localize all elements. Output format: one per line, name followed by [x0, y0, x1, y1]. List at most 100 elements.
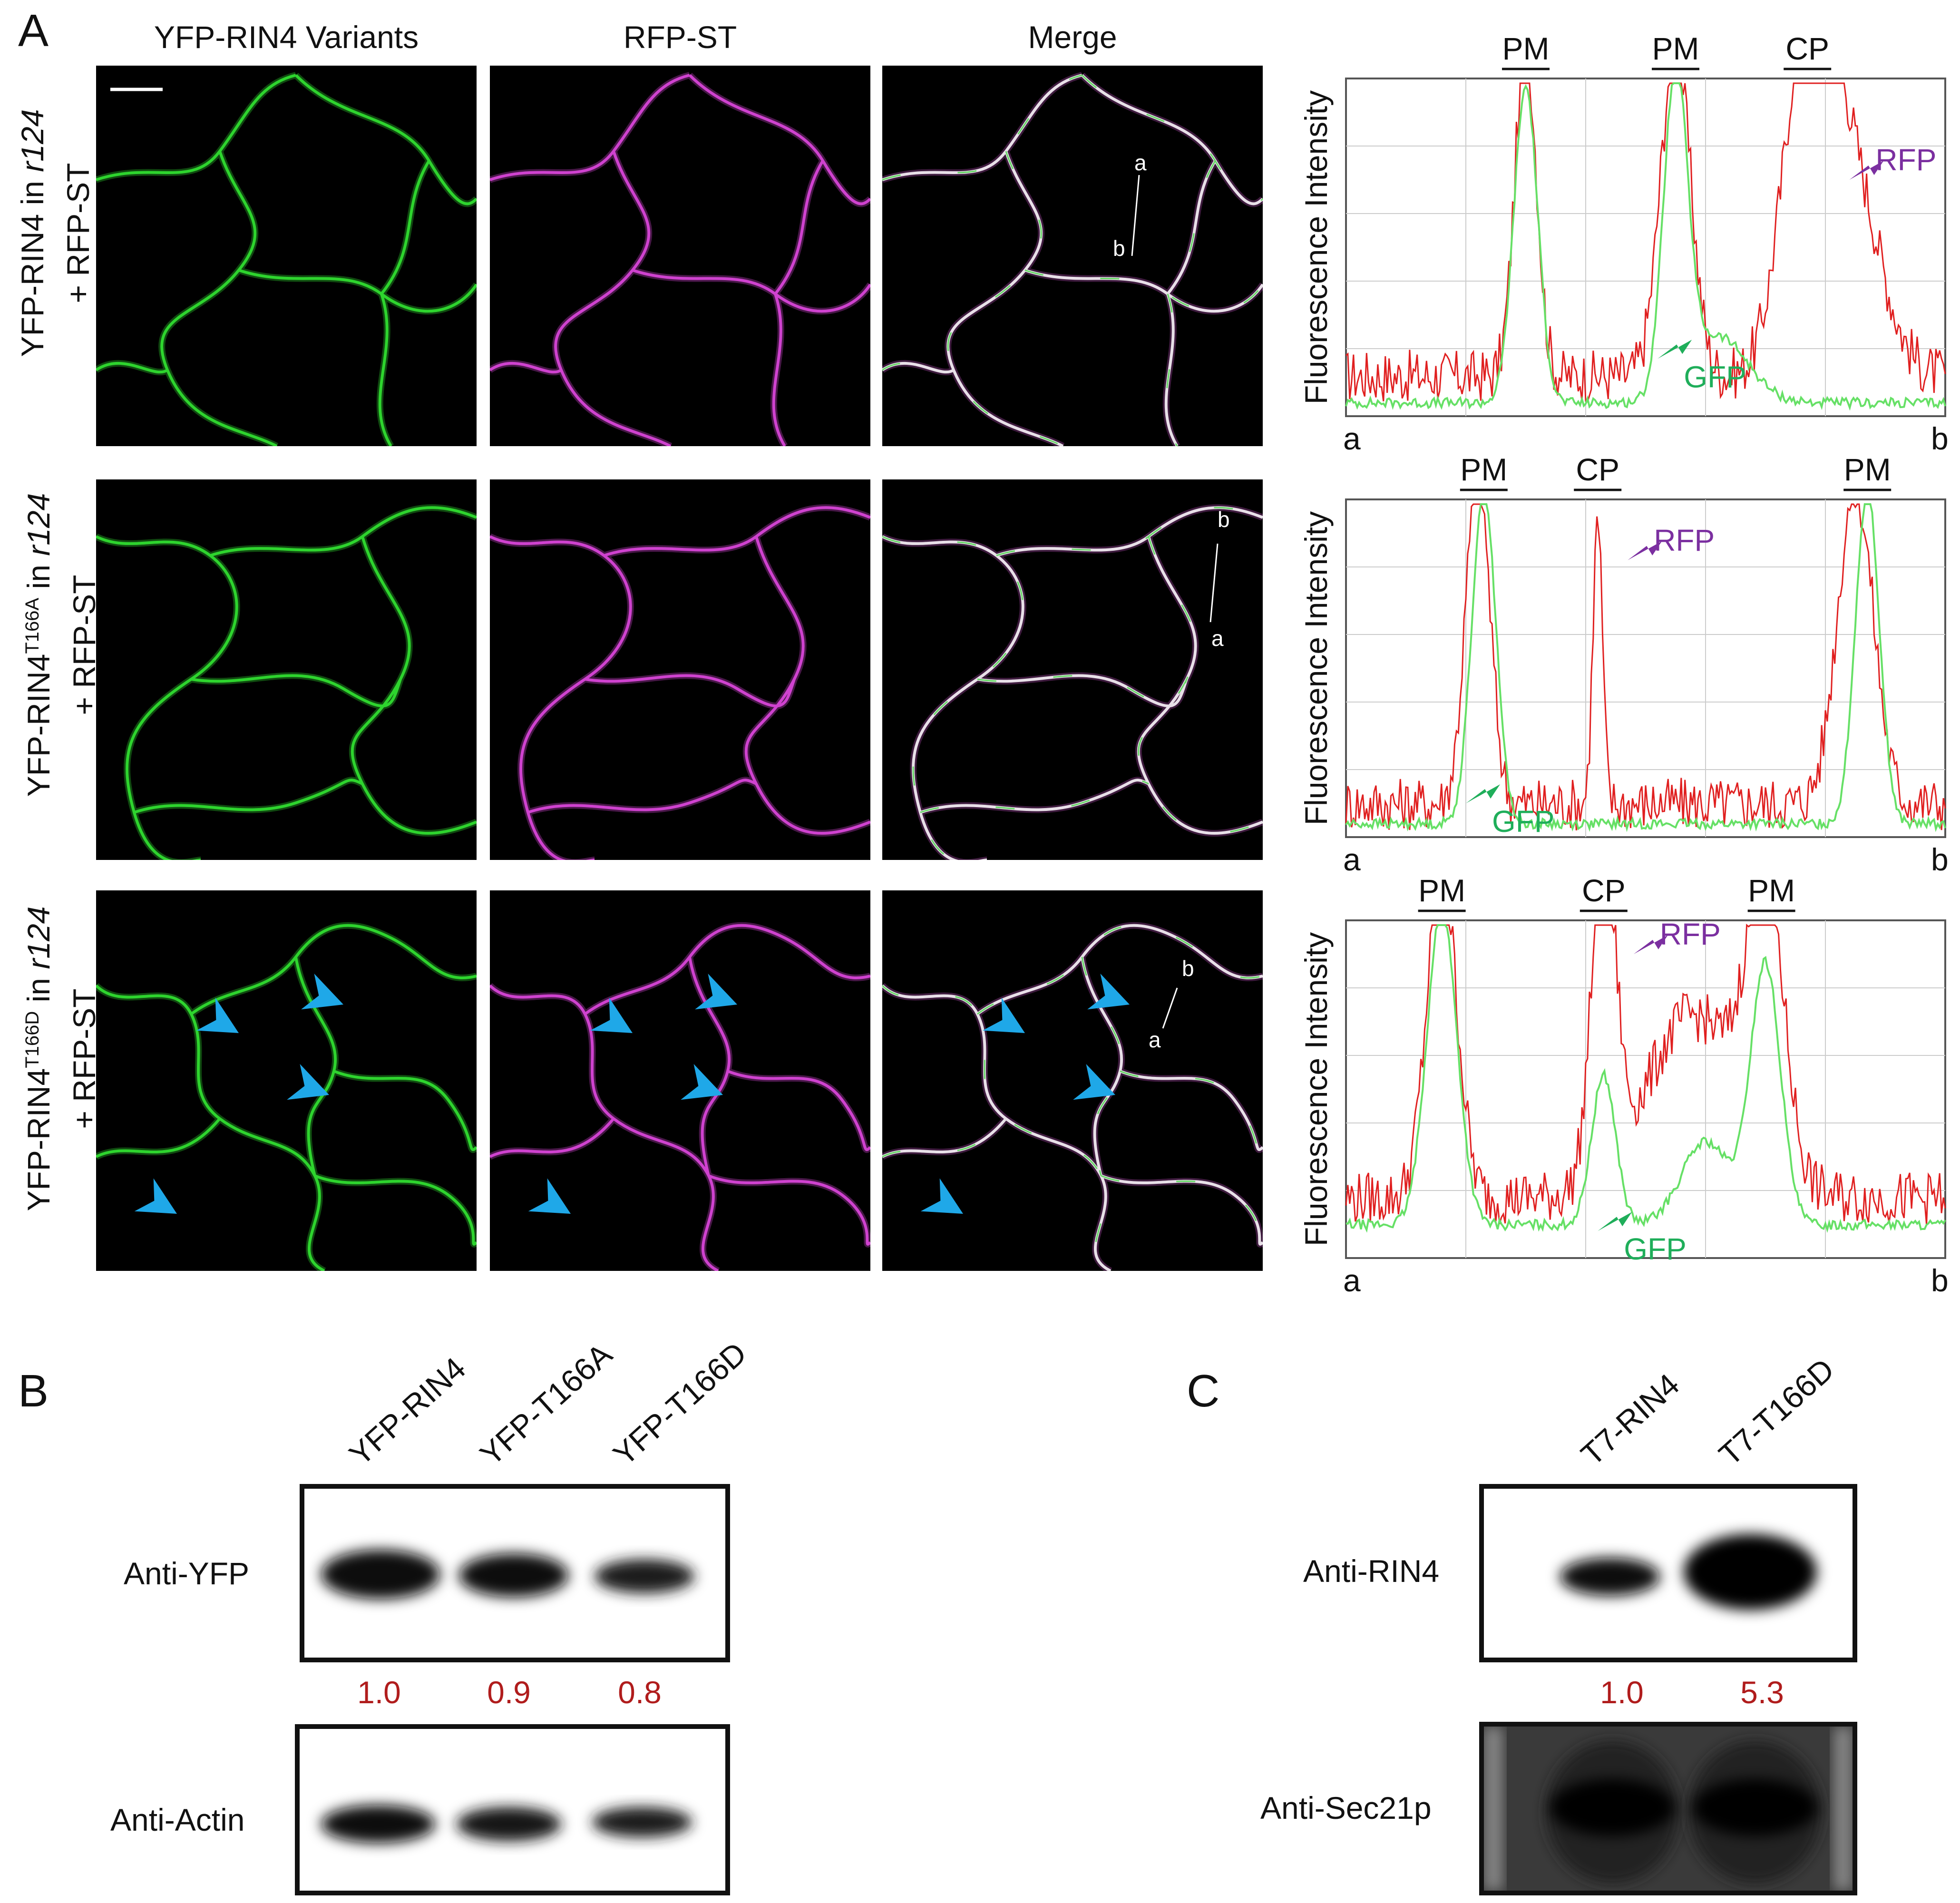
micrograph-row2-col1 — [96, 479, 477, 860]
lane-label-yfp-rin4: YFP-RIN4 — [342, 1350, 472, 1473]
arrow-label-gfp: GFP — [1624, 1232, 1687, 1266]
blot-b-top-label: Anti-YFP — [124, 1556, 250, 1591]
annotation-pm: PM — [1502, 31, 1550, 66]
lane-label-t7-rin4: T7-RIN4 — [1574, 1366, 1686, 1473]
cell-wall-outline — [96, 506, 477, 860]
blot-b-bottom-bands — [321, 1805, 692, 1843]
arrowhead-icon — [301, 974, 343, 1010]
cell-wall-outline — [490, 506, 870, 860]
arrowhead-icon — [590, 997, 633, 1033]
arrow-gfp-icon — [1466, 784, 1500, 803]
blot-c-top-bands — [1560, 1534, 1817, 1610]
column-header-merge: Merge — [1028, 20, 1117, 55]
cell-wall-outline — [490, 924, 870, 1271]
annotation-cp: CP — [1576, 452, 1619, 487]
band-c-rin4-lane2 — [1684, 1534, 1817, 1610]
band-c-sec21p-lane2 — [1693, 1779, 1817, 1836]
quant-c-2: 5.3 — [1740, 1675, 1784, 1710]
series-line-rfp — [1346, 82, 1946, 403]
row-label-2: YFP-RIN4T166A in r124 + RFP-ST — [21, 493, 102, 797]
micrograph-row3-col2 — [490, 890, 870, 1271]
band-c-rin4-lane1 — [1560, 1558, 1660, 1596]
micrograph-row1-col1 — [96, 66, 477, 446]
quant-c-1: 1.0 — [1600, 1675, 1644, 1710]
blot-c-top-label: Anti-RIN4 — [1303, 1553, 1440, 1589]
series-line-gfp — [1345, 82, 1946, 411]
linescan-end-a: a — [1134, 150, 1147, 175]
arrow-rfp-icon — [1628, 541, 1662, 560]
arrowhead-icon — [1073, 1064, 1115, 1100]
linescan-end-b: b — [1182, 956, 1194, 981]
x-end-label: b — [1931, 1263, 1949, 1298]
blot-c-bottom — [1479, 1722, 1857, 1895]
y-axis-label: Fluorescence Intensity — [1298, 90, 1334, 404]
arrow-label-rfp: RFP — [1875, 143, 1936, 177]
linescan-line — [1131, 175, 1140, 256]
arrowhead-icon — [695, 974, 737, 1010]
arrow-rfp-icon — [1849, 161, 1884, 180]
annotation-pm: PM — [1652, 31, 1699, 66]
arrowhead-icon — [1087, 974, 1130, 1010]
series-line-gfp — [1346, 924, 1946, 1233]
series-line-gfp — [1345, 503, 1946, 832]
blot-c-top — [1479, 1484, 1857, 1662]
plot-frame — [1345, 78, 1946, 417]
band-b-actin-lane3 — [592, 1807, 692, 1837]
arrow-label-gfp: GFP — [1492, 804, 1555, 839]
band-b-actin-lane1 — [321, 1805, 435, 1843]
arrow-label-gfp: GFP — [1684, 360, 1746, 394]
linescan-chart-2: PM CP PM RFP GFP a b Fluorescence Intensity — [1260, 433, 1960, 894]
linescan-chart-1: PM PM CP RFP GFP a b Fluorescence Intensity — [1260, 12, 1960, 473]
arrowhead-icon — [528, 1178, 571, 1214]
band-b-yfp-lane3 — [595, 1559, 694, 1593]
x-start-label: a — [1343, 421, 1361, 456]
band-b-yfp-lane1 — [321, 1550, 440, 1599]
cell-wall-outline — [882, 506, 1263, 860]
band-b-yfp-lane2 — [459, 1553, 568, 1597]
panel-label-c: C — [1187, 1366, 1220, 1416]
row-label-3: YFP-RIN4T166D in r124 + RFP-ST — [21, 906, 102, 1211]
blot-b-bottom-label: Anti-Actin — [110, 1802, 245, 1837]
lane-label-t7-t166d: T7-T166D — [1712, 1351, 1841, 1473]
annotation-pm: PM — [1748, 873, 1795, 908]
band-b-actin-lane2 — [457, 1807, 561, 1841]
plot-frame — [1345, 919, 1946, 1259]
x-start-label: a — [1343, 842, 1361, 877]
lane-label-yfp-t166d: YFP-T166D — [606, 1335, 753, 1473]
arrowhead-icon — [681, 1064, 723, 1100]
quant-b-1: 1.0 — [357, 1675, 401, 1710]
linescan-end-b: b — [1113, 236, 1125, 261]
column-header-yfp: YFP-RIN4 Variants — [154, 20, 419, 55]
linescan-end-a: a — [1211, 626, 1224, 651]
blot-b-top — [300, 1484, 730, 1662]
x-end-label: b — [1931, 842, 1949, 877]
micrograph-row3-col1 — [96, 890, 477, 1271]
arrowhead-icon — [920, 1178, 963, 1214]
plot-frame — [1345, 498, 1946, 838]
cell-wall-outline — [882, 74, 1263, 446]
arrowhead-icon — [134, 1178, 177, 1214]
panel-label-a: A — [18, 5, 49, 56]
cell-wall-outline — [490, 74, 870, 446]
series-line-rfp — [1345, 503, 1946, 830]
arrow-gfp-icon — [1658, 340, 1692, 359]
arrowhead-icon — [982, 997, 1025, 1033]
linescan-end-a: a — [1149, 1027, 1161, 1052]
row-label-1: YFP-RIN4 in r124 + RFP-ST — [15, 109, 96, 357]
micrograph-row1-col2 — [490, 66, 870, 446]
quant-b-2: 0.9 — [487, 1675, 531, 1710]
panel-label-b: B — [18, 1366, 49, 1416]
cell-wall-outline — [96, 74, 477, 446]
arrowhead-icon — [196, 997, 239, 1033]
annotation-cp: CP — [1785, 31, 1829, 66]
arrow-gfp-icon — [1598, 1212, 1632, 1231]
quant-b-3: 0.8 — [618, 1675, 662, 1710]
linescan-chart-3: PM CP PM RFP GFP a b Fluorescence Intensity — [1260, 854, 1960, 1315]
annotation-pm: PM — [1418, 873, 1465, 908]
annotation-pm: PM — [1844, 452, 1891, 487]
blot-c-bottom-label: Anti-Sec21p — [1260, 1790, 1432, 1825]
y-axis-label: Fluorescence Intensity — [1298, 511, 1334, 825]
column-header-rfp: RFP-ST — [623, 20, 737, 55]
